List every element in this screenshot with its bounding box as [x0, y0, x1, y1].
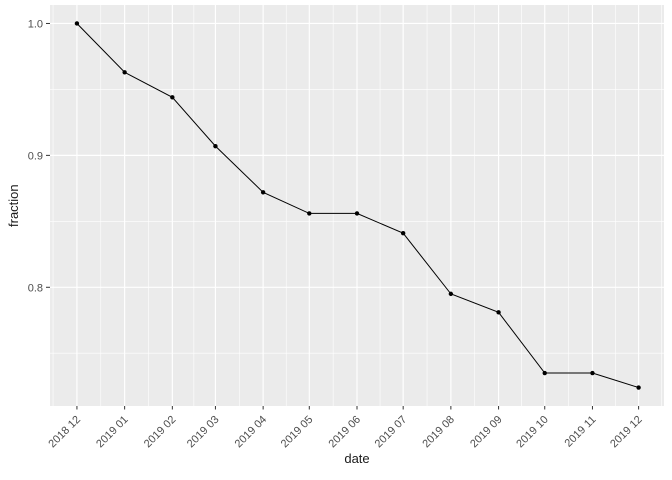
data-point [213, 143, 218, 149]
data-point [636, 385, 641, 390]
data-point [74, 21, 80, 26]
data-point [542, 370, 547, 376]
x-tick-label: 2019 07 [373, 414, 410, 451]
data-point [122, 70, 127, 75]
x-tick-label: 2019 01 [94, 414, 131, 451]
data-point [590, 370, 595, 376]
x-tick-label: 2019 04 [233, 414, 270, 451]
x-tick-label: 2019 09 [468, 414, 505, 451]
data-point [260, 190, 266, 195]
x-tick-label: 2019 05 [279, 414, 316, 451]
y-axis-title: fraction [6, 184, 21, 227]
y-tick-label: 0.9 [28, 150, 43, 162]
y-tick-label: 0.8 [28, 282, 43, 294]
x-tick-label: 2018 12 [46, 414, 83, 451]
x-tick-label: 2019 02 [142, 414, 179, 451]
x-tick-label: 2019 11 [563, 414, 599, 450]
data-point [448, 291, 454, 297]
x-tick-label: 2019 12 [608, 414, 645, 451]
x-tick-label: 2019 06 [327, 414, 364, 451]
data-point [354, 211, 360, 216]
data-point [307, 211, 312, 216]
y-tick-label: 1.0 [28, 18, 43, 30]
data-point [496, 310, 501, 315]
data-point [400, 231, 406, 236]
x-tick-label: 2019 03 [185, 414, 222, 451]
x-tick-label: 2019 08 [420, 414, 457, 451]
x-axis-title: date [344, 451, 370, 466]
x-tick-label: 2019 10 [514, 414, 551, 451]
data-point [170, 95, 175, 100]
